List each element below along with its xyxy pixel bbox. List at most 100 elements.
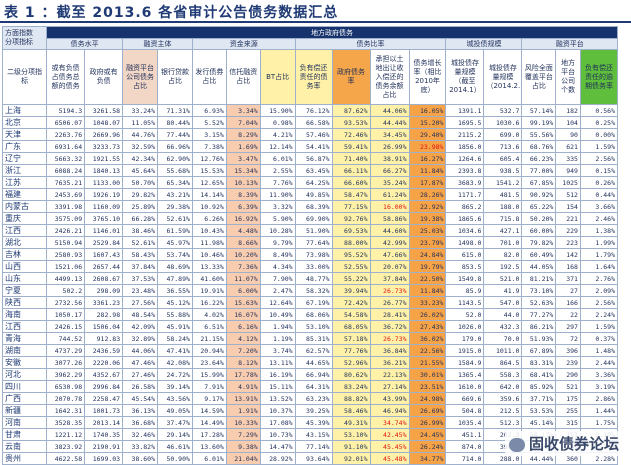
data-cell: 221 [555, 212, 581, 225]
data-cell: 67.19% [294, 296, 333, 309]
group-header-debt-ratio: 债务比率 [294, 38, 447, 50]
table-row: 广西 2070.78 2258.47 45.54% 43.56% 9.17% 13.91% 1… [1, 392, 619, 405]
data-cell: 37.47% [157, 416, 193, 429]
data-cell: 1001.73 [84, 404, 124, 417]
data-cell: 11.07% [225, 272, 261, 285]
data-cell: 16.19% [259, 368, 296, 381]
table-body: 上海 5194.3 3261.58 33.24% 71.31% 6.93% 3.34% 15.… [1, 104, 619, 465]
data-cell: 16.92% [225, 212, 261, 225]
data-cell: 26.99% [408, 416, 447, 429]
data-cell: 669.6 [445, 392, 485, 405]
data-cell: 26.73% [369, 284, 410, 297]
data-cell: 58.32% [294, 284, 333, 297]
data-cell: 2426.21 [46, 224, 86, 237]
data-cell: 192.5 [483, 260, 523, 273]
data-cell: 19.79% [408, 260, 447, 273]
data-cell: 65.34% [157, 176, 193, 189]
data-cell: 175 [555, 392, 581, 405]
province-cell: 内蒙古 [1, 200, 48, 213]
data-cell: 29.40% [408, 128, 447, 141]
data-cell: 2453.69 [46, 188, 86, 201]
data-cell: 15.90% [259, 104, 296, 117]
data-cell: 6.01% [191, 452, 227, 465]
data-cell: 1365.4 [445, 368, 485, 381]
watermark: 固收债券论坛 [504, 431, 623, 456]
data-cell: 5150.94 [46, 236, 86, 249]
data-cell: 4352.67 [84, 368, 124, 381]
table-row: 江西 2426.21 1146.01 38.46% 61.59% 10.43% 4.48% 1… [1, 224, 619, 237]
data-cell: 49.85% [294, 188, 333, 201]
data-cell: 13.91% [225, 392, 261, 405]
data-cell: 13.33% [191, 260, 227, 273]
data-cell: 864.5 [483, 356, 523, 369]
data-cell: 37.84% [369, 272, 410, 285]
data-cell: 55.56% [521, 128, 557, 141]
data-cell: 2.46% [579, 212, 619, 225]
data-cell: 28.92% [259, 452, 296, 465]
data-cell: 1.69% [225, 140, 261, 153]
data-cell: 42.09% [122, 320, 159, 333]
data-cell: 512 [555, 188, 581, 201]
data-cell: 77.14% [294, 440, 333, 453]
data-cell: 45.12% [157, 296, 193, 309]
data-cell: 547.0 [483, 296, 523, 309]
data-cell: 0.00% [579, 128, 619, 141]
data-cell: 7635.21 [46, 176, 86, 189]
table-row: 福建 2453.69 1926.19 29.82% 43.21% 14.14% 8.39% 1… [1, 188, 619, 201]
data-cell: 93.53% [331, 116, 371, 129]
data-cell: 1506.04 [84, 320, 124, 333]
data-cell: 1915.0 [445, 344, 485, 357]
table-row: 重庆 3575.09 3765.10 66.28% 52.61% 6.26% 16.92% 5… [1, 212, 619, 225]
data-cell: 27.46% [122, 368, 159, 381]
data-cell: 45.45% [369, 440, 410, 453]
province-cell: 重庆 [1, 212, 48, 225]
data-cell: 36.68% [122, 416, 159, 429]
header-columns-row: 二级分项指标 或有负债占债务总额的债务 政府或有负债 融资平台公司债务占比 银行贷款占… [1, 49, 619, 105]
data-cell: 77.15% [331, 200, 371, 213]
table-row: 北京 6506.07 1048.07 11.05% 80.44% 5.52% 7.04% 0.… [1, 116, 619, 129]
data-cell: 3765.10 [84, 212, 124, 225]
data-cell: 11.98% [191, 236, 227, 249]
data-cell: 83.31% [521, 356, 557, 369]
data-cell: 2529.84 [84, 236, 124, 249]
data-cell: 63.45% [294, 164, 333, 177]
data-cell: 1610.0 [445, 380, 485, 393]
data-cell: 36.02% [408, 332, 447, 345]
data-cell: 701.0 [483, 236, 523, 249]
data-cell: 26.73% [369, 332, 410, 345]
data-cell: 6.00% [225, 284, 261, 297]
data-cell: 2732.56 [46, 296, 86, 309]
data-cell: 8.49% [259, 248, 296, 261]
province-cell: 海南 [1, 308, 48, 321]
data-cell: 53.53% [521, 404, 557, 417]
data-cell: 22 [555, 308, 581, 321]
data-cell: 66.96% [157, 140, 193, 153]
data-cell: 297 [555, 320, 581, 333]
data-cell: 41.60% [191, 272, 227, 285]
data-cell: 23.64% [191, 356, 227, 369]
data-cell: 11.05% [122, 116, 159, 129]
data-cell: 9.79% [259, 236, 296, 249]
data-cell: 81.21% [521, 272, 557, 285]
data-cell: 43.99% [369, 392, 410, 405]
data-cell: 8.29% [225, 128, 261, 141]
data-cell: 44.76% [122, 128, 159, 141]
data-cell: 26.58% [122, 380, 159, 393]
data-cell: 66.28% [122, 212, 159, 225]
data-cell: 2580.93 [46, 248, 86, 261]
data-cell: 3823.92 [46, 440, 86, 453]
data-cell: 72 [555, 332, 581, 345]
data-cell: 4622.58 [46, 452, 86, 465]
data-cell: 1025 [555, 176, 581, 189]
data-cell: 12.64% [259, 296, 296, 309]
data-cell: 4.02% [191, 308, 227, 321]
data-cell: 521 [555, 380, 581, 393]
data-cell: 3.74% [259, 344, 296, 357]
data-cell: 8.39% [225, 188, 261, 201]
data-cell: 14.47% [259, 440, 296, 453]
data-cell: 10.37% [259, 404, 296, 417]
data-cell: 20.07% [369, 260, 410, 273]
data-cell: 3233.73 [84, 140, 124, 153]
data-cell: 55.68% [157, 164, 193, 177]
data-cell: 48.69% [157, 260, 193, 273]
